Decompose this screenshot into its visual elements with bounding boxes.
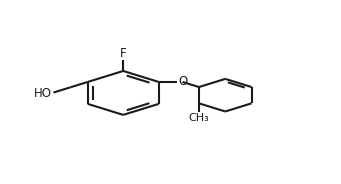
Text: F: F (120, 47, 127, 60)
Text: HO: HO (34, 87, 51, 100)
Text: O: O (179, 75, 188, 89)
Text: CH₃: CH₃ (189, 113, 209, 123)
